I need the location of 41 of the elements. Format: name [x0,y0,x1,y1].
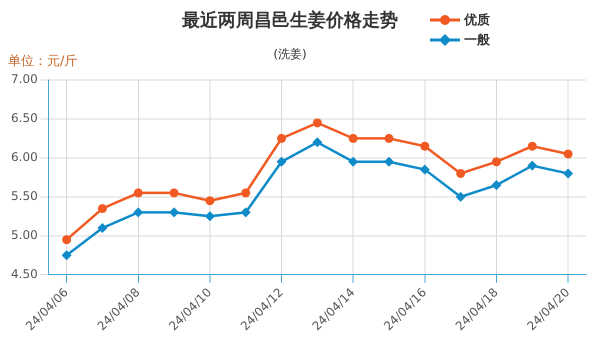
point [169,207,180,218]
y-tick-label: 4.50 [11,266,38,281]
y-tick-label: 7.00 [11,72,38,86]
point [348,156,358,167]
point [312,118,322,128]
legend-label: 一般 [464,32,490,49]
point [134,188,143,198]
point [348,134,358,143]
point [492,157,501,166]
legend-label: 优质 [464,12,490,29]
point [204,211,215,222]
point [62,250,72,260]
y-tick-label: 5.00 [11,228,38,242]
y-tick-label: 5.50 [11,188,38,203]
chart-title: 最近两周昌邑生姜价格走势 [181,9,399,32]
point [241,188,250,198]
point [420,142,430,151]
point [456,168,466,178]
point [420,164,430,175]
point [528,142,537,151]
point [97,222,108,233]
point [276,156,287,167]
point [133,207,144,218]
point [62,235,72,244]
chart-subtitle: (洗姜) [272,46,308,63]
point [170,188,179,198]
point [277,134,286,143]
y-axis-title: 单位：元/斤 [8,53,78,70]
point [240,207,251,218]
point [98,204,107,214]
point [312,137,322,148]
point [527,160,538,171]
point [384,156,394,167]
point [384,134,394,143]
y-tick-label: 6.00 [11,150,38,164]
point [564,149,573,158]
point [491,180,502,190]
point [563,168,574,178]
point [456,192,466,202]
y-tick-label: 6.50 [11,111,38,126]
point [205,196,214,206]
